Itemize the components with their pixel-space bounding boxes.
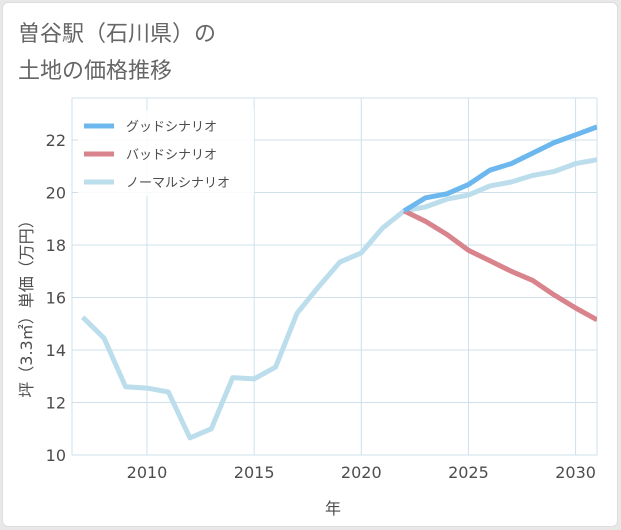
x-tick-label: 2010 — [127, 463, 168, 482]
legend-item-label: バッドシナリオ — [126, 148, 217, 163]
y-axis-title: 坪（3.3㎡）単価（万円） — [17, 212, 36, 397]
y-tick-label: 16 — [46, 289, 66, 308]
x-tick-label: 2030 — [555, 463, 596, 482]
y-tick-label: 20 — [46, 184, 66, 203]
y-tick-label: 14 — [46, 341, 66, 360]
x-tick-label: 2025 — [448, 463, 489, 482]
axes: 10 12 14 16 18 20 22 2010 2015 2020 2025 2030 — [46, 131, 597, 482]
series-line-2 — [80, 157, 597, 441]
chart-title: 曽谷駅（石川県）の 土地の価格推移 — [18, 22, 216, 84]
x-axis-title: 年 — [325, 499, 341, 518]
legend-item-label: グッドシナリオ — [126, 120, 217, 135]
legend-item-label: ノーマルシナリオ — [126, 176, 230, 191]
series-lines — [80, 124, 597, 441]
chart-title-line-2: 土地の価格推移 — [18, 59, 172, 84]
x-tick-label: 2020 — [341, 463, 382, 482]
chart-title-line-1: 曽谷駅（石川県）の — [18, 22, 216, 47]
y-tick-label: 18 — [46, 236, 66, 255]
series-line-1 — [403, 208, 597, 322]
y-tick-label: 22 — [46, 131, 66, 150]
y-tick-label: 12 — [46, 394, 66, 413]
series-line-0 — [402, 124, 597, 214]
x-tick-label: 2015 — [234, 463, 275, 482]
y-tick-label: 10 — [46, 446, 66, 465]
